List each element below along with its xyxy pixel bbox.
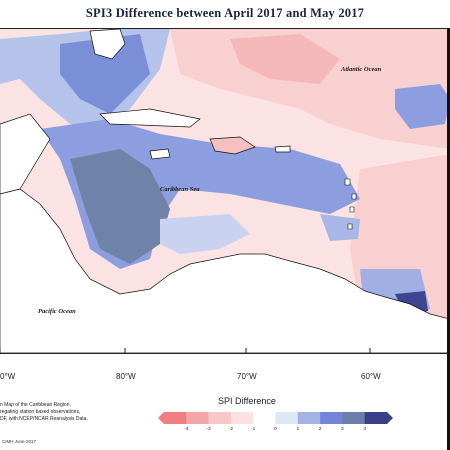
florida-landmass: [89, 29, 126, 60]
legend-swatch: [342, 412, 365, 424]
cuba-landmass: [99, 108, 201, 128]
legend-title: SPI Difference: [218, 396, 276, 406]
lesser-antilles-positive-zone: [320, 214, 360, 241]
longitude-label-70w: 70°W: [237, 372, 257, 381]
jamaica-landmass: [149, 148, 171, 160]
atlantic-ocean-label: Atlantic Ocean: [340, 66, 382, 73]
legend-tick-label: -3: [206, 427, 211, 432]
legend-swatch: [320, 412, 343, 424]
footnote-line-1: n Map of the Caribbean Region.: [0, 402, 71, 408]
credit-text: CIMH June-2017: [2, 439, 37, 444]
atlantic-positive-cell: [395, 84, 450, 129]
longitude-label-60w: 60°W: [361, 372, 381, 381]
legend-tick-label: 2: [318, 427, 322, 432]
legend-swatch: [230, 412, 254, 424]
footnote-line-3: DF, with NCEP/NCAR Reanalysis Data.: [0, 416, 88, 422]
legend-colorbar: [158, 412, 393, 424]
right-border: [447, 28, 450, 450]
gulf-strong-positive-zone: [60, 34, 150, 114]
legend-swatch: [364, 412, 388, 424]
legend-arrow-left: [158, 412, 164, 424]
legend-tick-label: -1: [251, 427, 256, 432]
pacific-ocean-label: Pacific Ocean: [38, 308, 76, 315]
legend-tick-label: 1: [296, 427, 300, 432]
transition-zone: [160, 214, 250, 254]
legend-swatch: [208, 412, 232, 424]
lesser-antilles-islands: [344, 178, 357, 230]
map-title: SPI3 Difference between April 2017 and M…: [85, 6, 365, 20]
spi-difference-map: Atlantic Ocean Caribbean Sea Pacific Oce…: [0, 29, 450, 353]
longitude-label-80w: 80°W: [116, 372, 136, 381]
legend-swatch: [253, 412, 276, 424]
legend-tick-label: -2: [228, 427, 234, 432]
legend-swatch: [164, 412, 187, 424]
atlantic-strong-negative-zone: [230, 34, 340, 84]
yucatan-landmass: [0, 113, 51, 195]
legend-tick-label: -4: [184, 427, 189, 432]
caribbean-dark-positive-zone: [70, 149, 170, 264]
hispaniola-landmass: [209, 136, 256, 155]
central-south-america-landmass: [0, 188, 450, 353]
puerto-rico-landmass: [274, 145, 291, 153]
legend-tick-label: 4: [363, 427, 367, 432]
legend-arrow-right: [387, 412, 393, 424]
footnote-line-2: regating station based observations,: [0, 409, 81, 415]
caribbean-sea-label: Caribbean Sea: [160, 186, 200, 193]
legend-tick-label: 3: [341, 427, 344, 432]
legend-swatch: [275, 412, 299, 424]
legend-tick-label: 0: [274, 427, 277, 432]
longitude-label-0w: 0°W: [0, 372, 16, 381]
map-panel: Atlantic Ocean Caribbean Sea Pacific Oce…: [0, 28, 450, 354]
legend-swatch: [186, 412, 209, 424]
legend-swatch: [297, 412, 321, 424]
